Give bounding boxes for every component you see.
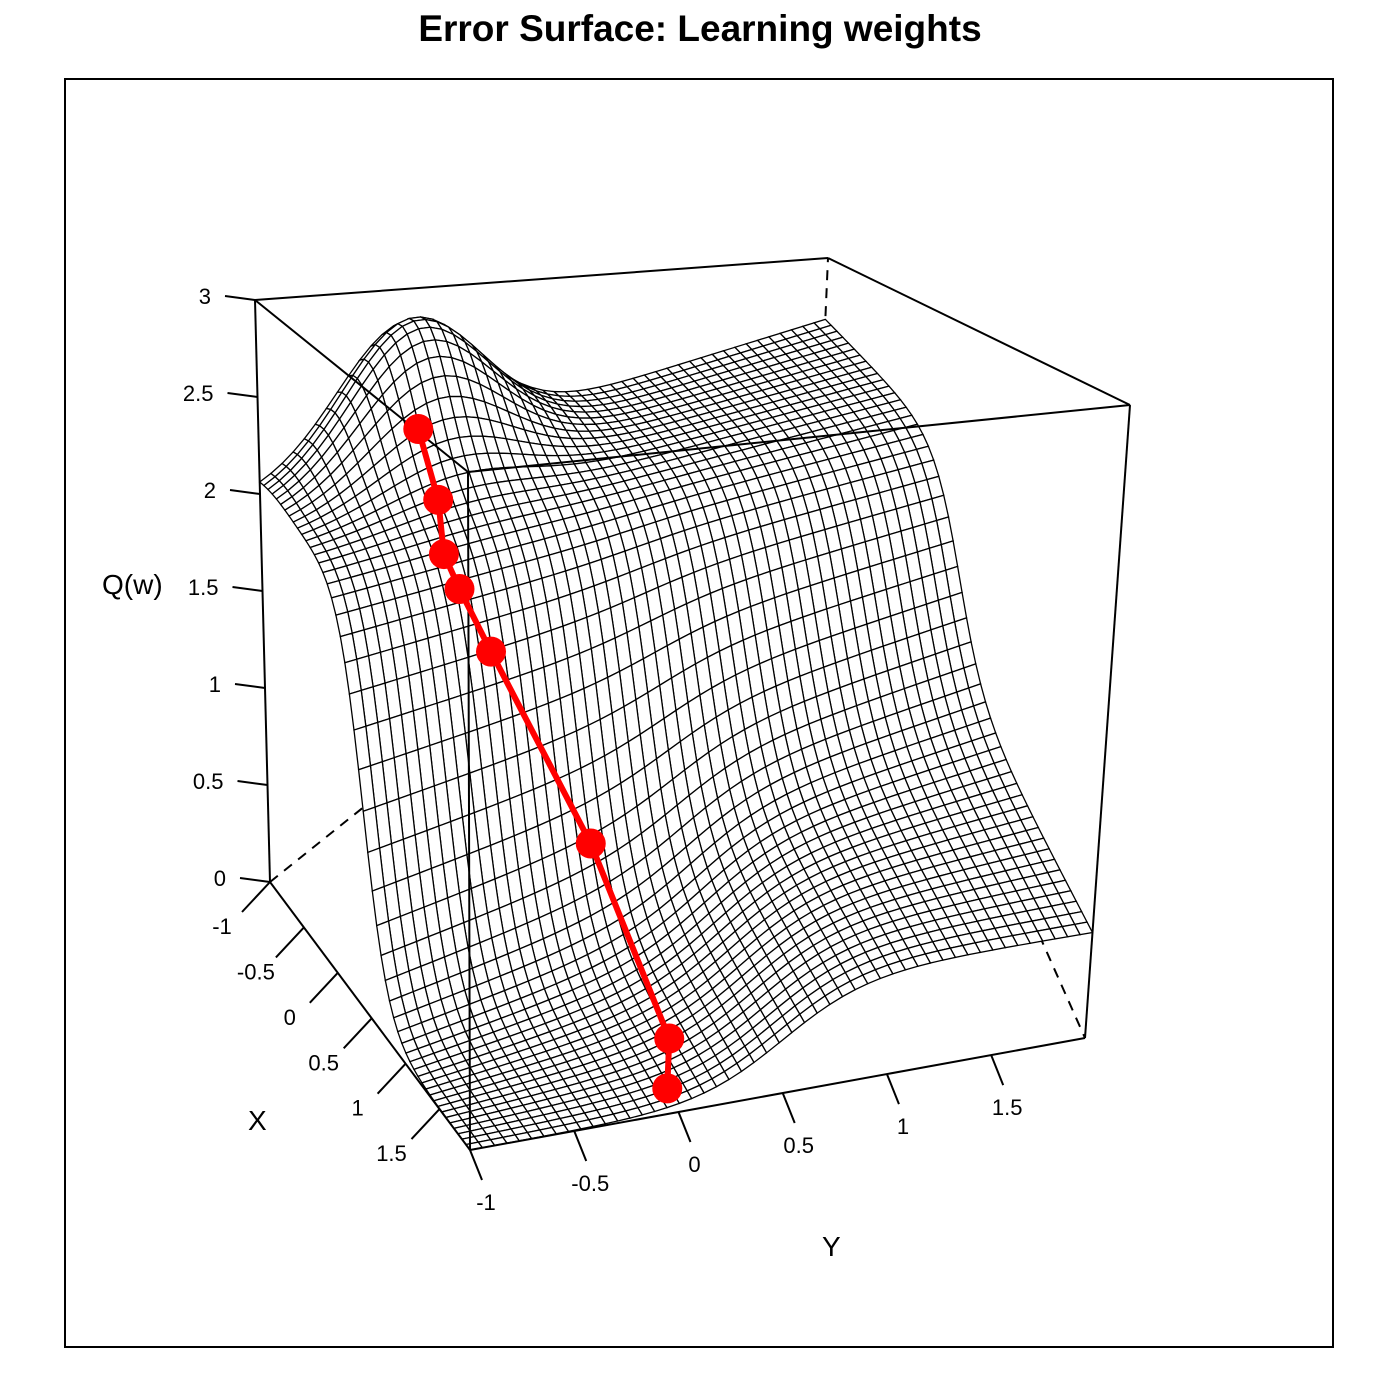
z-tick	[239, 877, 271, 883]
x-tick	[410, 1108, 441, 1140]
x-tick	[376, 1063, 407, 1095]
y-tick-label: 0.5	[783, 1133, 814, 1158]
surface-mesh	[258, 316, 1094, 1151]
y-tick	[886, 1073, 900, 1105]
box-edge	[254, 257, 829, 301]
path-point	[654, 1023, 685, 1054]
x-tick-label: -1	[212, 914, 232, 939]
box-edge	[467, 404, 1131, 473]
chart-title: Error Surface: Learning weights	[418, 8, 982, 49]
z-tick-label: 1	[209, 672, 221, 697]
path-point	[575, 828, 606, 859]
plot-frame	[64, 78, 1334, 1348]
path-point	[652, 1073, 683, 1104]
z-tick-label: 0.5	[193, 769, 224, 794]
y-tick	[573, 1130, 588, 1162]
box-edge	[269, 881, 471, 1151]
x-tick	[342, 1017, 373, 1049]
z-tick-label: 0	[214, 866, 226, 891]
path-point	[428, 539, 459, 570]
z-tick	[224, 295, 256, 301]
z-tick	[229, 489, 261, 495]
x-tick-label: 0	[284, 1005, 296, 1030]
path-point	[476, 636, 507, 667]
z-tick	[232, 586, 263, 592]
x-tick	[241, 881, 271, 913]
path-point	[423, 484, 454, 515]
z-tick-label: 2	[204, 478, 216, 503]
x-tick	[309, 972, 339, 1004]
path-point	[444, 573, 475, 604]
y-tick	[990, 1054, 1005, 1086]
y-tick	[677, 1111, 692, 1143]
x-tick	[275, 926, 305, 959]
z-axis-label: Q(w)	[102, 569, 163, 600]
z-tick	[234, 683, 266, 689]
box-edge	[269, 441, 821, 883]
z-tick	[237, 780, 268, 786]
x-tick-label: -0.5	[237, 959, 275, 984]
box-edge	[254, 299, 469, 473]
z-tick	[227, 392, 258, 398]
x-tick-label: 1	[351, 1096, 363, 1121]
box-edge	[469, 1037, 1086, 1151]
gradient-path	[403, 413, 685, 1104]
x-tick-label: 0.5	[308, 1050, 339, 1075]
x-tick-label: 1.5	[376, 1141, 407, 1166]
y-tick	[781, 1092, 796, 1124]
x-axis-label: X	[248, 1105, 267, 1136]
z-tick-label: 1.5	[188, 575, 219, 600]
y-tick	[469, 1149, 483, 1181]
y-axis-label: Y	[822, 1231, 841, 1262]
path-point	[403, 413, 434, 444]
y-tick-label: 1.5	[992, 1095, 1023, 1120]
y-tick-label: 1	[897, 1114, 909, 1139]
y-tick-label: 0	[688, 1152, 700, 1177]
z-tick-label: 2.5	[183, 381, 214, 406]
box-edge	[1084, 404, 1131, 1039]
y-tick-label: -0.5	[571, 1171, 609, 1196]
box-edge	[827, 257, 1131, 406]
z-tick-label: 3	[199, 284, 211, 309]
axes: -1-0.500.511.5-1-0.500.511.500.511.522.5…	[183, 284, 1023, 1215]
y-tick-label: -1	[476, 1190, 496, 1215]
